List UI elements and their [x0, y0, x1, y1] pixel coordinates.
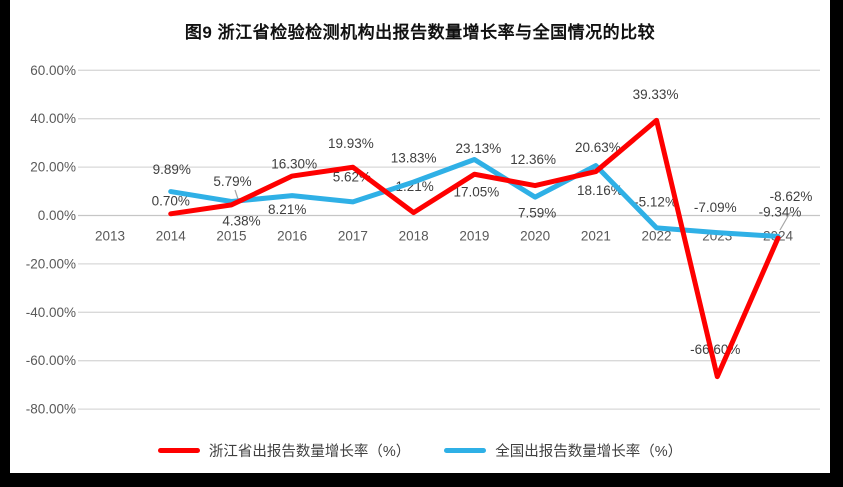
- y-axis-tick-label: 0.00%: [38, 208, 76, 223]
- zhejiang-series-line: [168, 117, 781, 380]
- y-axis-tick-label: -40.00%: [26, 305, 76, 320]
- y-axis-tick-label: -80.00%: [26, 402, 76, 417]
- x-axis-year-label: 2019: [459, 229, 489, 244]
- legend-item-national: 全国出报告数量增长率（%）: [444, 440, 682, 461]
- x-axis-year-label: 2020: [520, 229, 550, 244]
- y-axis-tick-label: 60.00%: [30, 63, 76, 78]
- data-label: 9.89%: [153, 162, 191, 177]
- zhejiang-line-swatch-icon: [157, 447, 200, 453]
- data-label: 0.70%: [152, 193, 190, 208]
- national-series-line: [168, 157, 781, 239]
- data-label: 8.21%: [268, 202, 306, 217]
- legend-label-national: 全国出报告数量增长率（%）: [495, 443, 683, 460]
- data-label: -7.09%: [694, 200, 737, 215]
- data-label: 39.33%: [633, 87, 679, 102]
- data-label: 17.05%: [453, 185, 499, 200]
- y-axis-tick-label: 40.00%: [30, 111, 76, 126]
- data-label: 18.16%: [577, 183, 623, 198]
- legend-item-zhejiang: 浙江省出报告数量增长率（%）: [157, 440, 411, 461]
- data-label: 19.93%: [328, 136, 374, 151]
- data-label: -5.12%: [634, 194, 677, 209]
- x-axis-year-label: 2013: [95, 229, 125, 244]
- chart-legend: 浙江省出报告数量增长率（%） 全国出报告数量增长率（%）: [10, 438, 830, 462]
- x-axis-year-label: 2022: [642, 229, 672, 244]
- data-label: 5.79%: [213, 174, 251, 189]
- x-axis-year-label: 2021: [581, 229, 611, 244]
- x-axis-year-label: 2014: [156, 229, 187, 244]
- screen-edge-right: [830, 0, 843, 487]
- y-axis-tick-label: -20.00%: [26, 256, 76, 271]
- label-leader-line: [779, 210, 792, 231]
- x-axis-year-label: 2015: [216, 229, 246, 244]
- data-label: 12.36%: [510, 152, 556, 167]
- data-label: 7.59%: [518, 206, 556, 221]
- screen-edge-bottom: [0, 473, 843, 487]
- label-leader-line: [234, 189, 239, 200]
- data-label: 4.38%: [222, 213, 260, 228]
- x-axis-year-label: 2016: [277, 229, 307, 244]
- data-label: 13.83%: [391, 151, 437, 166]
- x-axis-year-label: 2017: [338, 229, 368, 244]
- chart-title: 图9 浙江省检验检测机构出报告数量增长率与全国情况的比较: [184, 23, 656, 42]
- data-label: 20.63%: [575, 140, 621, 155]
- data-label: 23.13%: [455, 141, 501, 156]
- x-axis-year-label: 2018: [399, 229, 429, 244]
- data-label: -9.34%: [759, 205, 802, 220]
- legend-label-zhejiang: 浙江省出报告数量增长率（%）: [208, 443, 411, 460]
- y-axis-tick-label: 20.00%: [30, 160, 76, 175]
- y-axis-tick-label: -60.00%: [26, 353, 76, 368]
- data-label: 16.30%: [271, 157, 317, 172]
- national-line-swatch-icon: [444, 447, 487, 453]
- data-label: -8.62%: [770, 189, 813, 204]
- screen-edge-left: [0, 0, 10, 487]
